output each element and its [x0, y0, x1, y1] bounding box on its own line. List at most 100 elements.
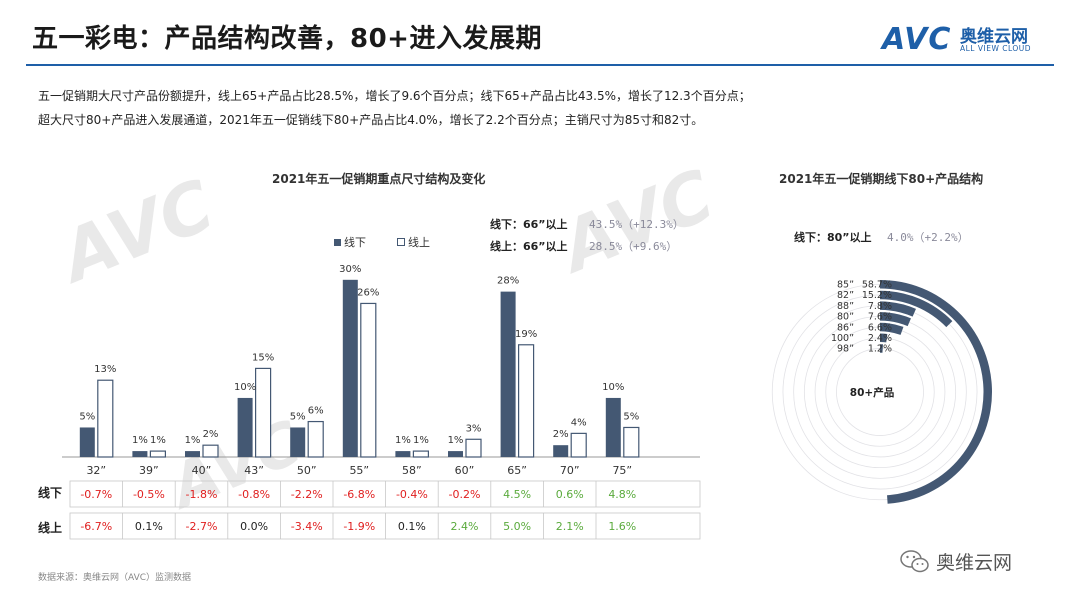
change-cell: 5.0% [503, 520, 531, 533]
legend-online-label: 线上 [408, 236, 430, 249]
bar-online [570, 432, 587, 458]
bar-label-online: 6% [308, 406, 324, 417]
bar-online [149, 450, 166, 458]
bar-online [202, 444, 219, 458]
bar-label-online: 2% [203, 429, 219, 440]
change-cell: -2.7% [186, 520, 218, 533]
summary-text: 五一促销期大尺寸产品份额提升，线上65+产品占比28.5%，增长了9.6个百分点… [38, 84, 751, 132]
bar-label-offline: 10% [234, 382, 256, 393]
bar-offline [342, 279, 358, 457]
change-cell: -0.7% [80, 488, 112, 501]
x-tick-label: 60” [455, 464, 475, 477]
change-cell: -0.2% [449, 488, 481, 501]
bar-label-online: 26% [357, 287, 379, 298]
change-row-border [69, 512, 701, 540]
change-cell: -1.8% [186, 488, 218, 501]
summary-line-2: 超大尺寸80+产品进入发展通道，2021年五一促销线下80+产品占比4.0%，增… [38, 113, 704, 127]
bar-label-offline: 1% [132, 435, 148, 446]
x-tick-label: 70” [560, 464, 580, 477]
bar-online [307, 420, 324, 458]
bar-offline [132, 451, 148, 457]
bar-label-offline: 2% [553, 429, 569, 440]
wechat-badge: 奥维云网 [900, 548, 1012, 575]
bar-online [255, 367, 272, 458]
bar-offline [553, 445, 569, 457]
note-offline-66-value: 43.5%（+12.3%） [589, 218, 684, 231]
bar-online [97, 379, 114, 458]
legend-swatch-offline [334, 238, 341, 246]
change-cell: -6.8% [343, 488, 375, 501]
bar-label-online: 1% [413, 435, 429, 446]
change-cell: -0.8% [238, 488, 270, 501]
change-cell: -6.7% [80, 520, 112, 533]
bar-label-online: 5% [623, 411, 639, 422]
bar-offline [448, 451, 463, 457]
bar-offline [605, 397, 621, 457]
note-offline-80-label: 线下：80”以上 [794, 231, 872, 244]
note-offline-66-label: 线下：66”以上 [490, 218, 568, 231]
brand-logo: AVC 奥维云网 ALL VIEW CLOUD [882, 22, 1052, 62]
bar-label-offline: 30% [339, 264, 361, 275]
change-cell: 0.0% [240, 520, 268, 533]
x-tick-label: 75” [612, 464, 632, 477]
bar-offline [185, 451, 200, 457]
row-label-online: 线上 [38, 521, 63, 535]
x-tick-label: 65” [507, 464, 527, 477]
x-tick-label: 39” [139, 464, 159, 477]
change-cell: -0.5% [133, 488, 165, 501]
bar-label-offline: 28% [497, 276, 519, 287]
bar-label-online: 19% [515, 329, 537, 340]
legend-online: 线上 [397, 234, 430, 250]
bar-label-offline: 10% [602, 382, 624, 393]
bar-label-offline: 1% [185, 435, 201, 446]
logo-mark: AVC [882, 22, 952, 57]
summary-line-1: 五一促销期大尺寸产品份额提升，线上65+产品占比28.5%，增长了9.6个百分点… [38, 89, 751, 103]
bar-label-offline: 5% [290, 411, 306, 422]
page-title: 五一彩电：产品结构改善，80+进入发展期 [32, 24, 542, 54]
bar-online [517, 344, 535, 458]
wechat-icon [900, 549, 930, 574]
change-cell: -2.2% [291, 488, 323, 501]
legend-offline: 线下 [334, 234, 366, 250]
x-tick-label: 50” [297, 464, 317, 477]
bar-offline [237, 397, 253, 457]
change-cell: -3.4% [291, 520, 323, 533]
note-online-66-value: 28.5%（+9.6%） [589, 240, 678, 253]
x-tick-label: 58” [402, 464, 422, 477]
bar-online [412, 450, 429, 458]
bar-label-offline: 5% [79, 411, 95, 422]
radial-chart-title: 2021年五一促销期线下80+产品结构 [779, 172, 984, 186]
bar-label-online: 1% [150, 435, 166, 446]
change-cell: -1.9% [343, 520, 375, 533]
bar-offline [500, 291, 516, 457]
bar-label-offline: 1% [395, 435, 411, 446]
x-tick-label: 55” [349, 464, 369, 477]
note-online-66-label: 线上：66”以上 [490, 240, 568, 253]
bar-offline [395, 451, 411, 457]
note-offline-80-value: 4.0%（+2.2%） [887, 231, 969, 244]
bar-online [623, 426, 640, 458]
change-cell: 2.4% [451, 520, 479, 533]
change-cell: 0.6% [556, 488, 584, 501]
row-label-offline: 线下 [38, 486, 63, 500]
change-cell: 1.6% [608, 520, 636, 533]
bar-offline [290, 427, 306, 457]
bar-label-offline: 1% [448, 435, 464, 446]
bar-online [465, 438, 482, 458]
change-cell: 4.8% [608, 488, 636, 501]
header-divider [26, 64, 1054, 66]
change-cell: 2.1% [556, 520, 584, 533]
x-tick-label: 43” [244, 464, 264, 477]
legend-offline-label: 线下 [344, 236, 366, 249]
logo-en: ALL VIEW CLOUD [960, 44, 1032, 53]
legend-swatch-online [397, 238, 405, 246]
logo-cn: 奥维云网 [960, 27, 1028, 47]
bar-online [360, 302, 377, 458]
change-cell: 0.1% [135, 520, 163, 533]
bar-label-online: 13% [94, 364, 116, 375]
data-source: 数据来源：奥维云网（AVC）监测数据 [38, 573, 192, 583]
bar-label-online: 15% [252, 352, 274, 363]
change-row-border [69, 480, 701, 508]
change-cell: 4.5% [503, 488, 531, 501]
